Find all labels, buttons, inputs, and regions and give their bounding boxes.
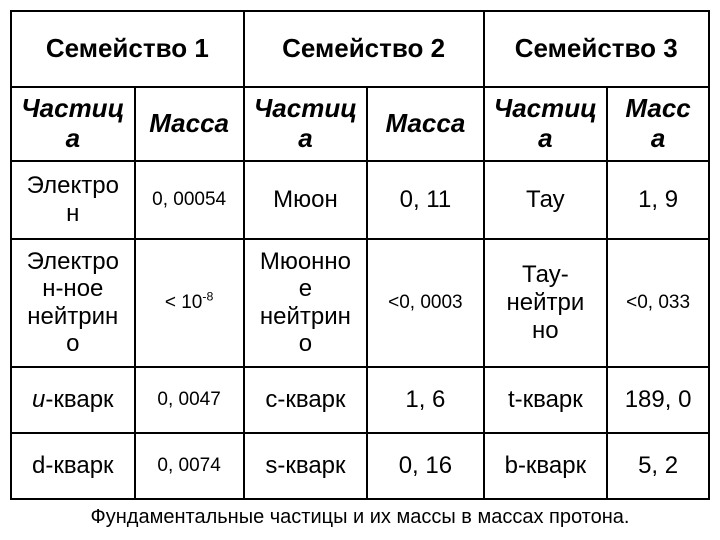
mass-cell: < 10-8 (135, 239, 244, 367)
particle-cell: b-кварк (484, 433, 608, 499)
mass-cell: 1, 6 (367, 367, 483, 433)
mass-cell: 0, 0047 (135, 367, 244, 433)
hdr-particle-1: Частица (11, 87, 135, 161)
mass-cell: <0, 033 (607, 239, 709, 367)
mass-cell: 0, 0074 (135, 433, 244, 499)
hdr-particle-3: Частица (484, 87, 608, 161)
header-row: Частица Масса Частица Масса Частица Масс… (11, 87, 709, 161)
hdr-particle-2: Частица (244, 87, 368, 161)
table-body: Электрон0, 00054Мюон0, 11Тау1, 9Электрон… (11, 161, 709, 499)
table-row: Электрон-ноенейтрино< 10-8Мюонноенейтрин… (11, 239, 709, 367)
family-2: Семейство 2 (244, 11, 484, 87)
table-row: d-кварк0, 0074s-кварк0, 16b-кварк5, 2 (11, 433, 709, 499)
particle-cell: s-кварк (244, 433, 368, 499)
hdr-mass-2: Масса (367, 87, 483, 161)
particle-cell: Электрон (11, 161, 135, 239)
mass-cell: <0, 0003 (367, 239, 483, 367)
mass-cell: 0, 16 (367, 433, 483, 499)
particle-cell: и-кварк (11, 367, 135, 433)
family-row: Семейство 1 Семейство 2 Семейство 3 (11, 11, 709, 87)
hdr-mass-3: Масса (607, 87, 709, 161)
particle-cell: Электрон-ноенейтрино (11, 239, 135, 367)
particle-cell: c-кварк (244, 367, 368, 433)
mass-cell: 5, 2 (607, 433, 709, 499)
table-row: и-кварк0, 0047c-кварк1, 6t-кварк189, 0 (11, 367, 709, 433)
particle-cell: Тау-нейтрино (484, 239, 608, 367)
page: Семейство 1 Семейство 2 Семейство 3 Част… (0, 0, 720, 540)
family-3: Семейство 3 (484, 11, 709, 87)
mass-cell: 0, 11 (367, 161, 483, 239)
particle-cell: t-кварк (484, 367, 608, 433)
table-caption: Фундаментальные частицы и их массы в мас… (10, 506, 710, 529)
particle-table: Семейство 1 Семейство 2 Семейство 3 Част… (10, 10, 710, 500)
particle-cell: Мюон (244, 161, 368, 239)
table-row: Электрон0, 00054Мюон0, 11Тау1, 9 (11, 161, 709, 239)
family-1: Семейство 1 (11, 11, 244, 87)
hdr-mass-1: Масса (135, 87, 244, 161)
mass-cell: 189, 0 (607, 367, 709, 433)
particle-cell: Тау (484, 161, 608, 239)
mass-cell: 0, 00054 (135, 161, 244, 239)
particle-cell: d-кварк (11, 433, 135, 499)
mass-cell: 1, 9 (607, 161, 709, 239)
particle-cell: Мюонноенейтрино (244, 239, 368, 367)
